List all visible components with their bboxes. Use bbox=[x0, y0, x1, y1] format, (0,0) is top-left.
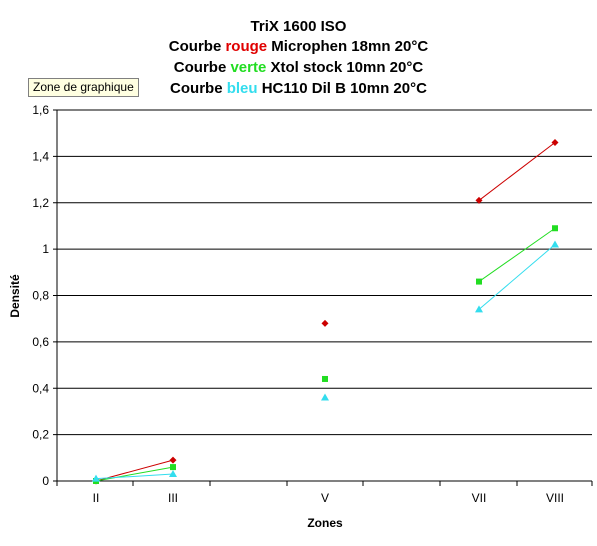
series-line bbox=[95, 466, 174, 482]
subtitle-blue: Courbe bleu HC110 Dil B 10mn 20°C bbox=[170, 80, 427, 97]
data-point-square[interactable] bbox=[322, 375, 328, 382]
chart-title: TriX 1600 ISO bbox=[250, 18, 347, 35]
series-line bbox=[478, 244, 556, 310]
data-point-triangle[interactable] bbox=[92, 474, 100, 482]
data-point-square[interactable] bbox=[476, 278, 482, 285]
data-point-square[interactable] bbox=[170, 464, 176, 471]
y-axis-label: Densité bbox=[8, 274, 22, 318]
series-2 bbox=[92, 240, 559, 482]
data-point-diamond[interactable] bbox=[321, 319, 329, 327]
series-1 bbox=[93, 225, 558, 484]
chart-area-tooltip: Zone de graphique bbox=[28, 78, 139, 97]
subtitle-green: Courbe verte Xtol stock 10mn 20°C bbox=[173, 59, 424, 76]
color-word-blue: bleu bbox=[226, 80, 258, 97]
data-point-triangle[interactable] bbox=[169, 470, 177, 478]
x-tick-label: VII bbox=[472, 491, 487, 505]
y-tick-label: 0,8 bbox=[32, 289, 49, 303]
series-line bbox=[478, 227, 556, 282]
series-0 bbox=[92, 138, 559, 485]
data-point-triangle[interactable] bbox=[321, 393, 329, 401]
x-tick-label: III bbox=[168, 491, 178, 505]
x-axis-label: Zones bbox=[307, 516, 343, 530]
color-word-green: verte bbox=[230, 59, 267, 76]
data-point-diamond[interactable] bbox=[475, 196, 483, 204]
data-point-square[interactable] bbox=[552, 225, 558, 232]
data-point-diamond[interactable] bbox=[551, 138, 559, 146]
x-tick-label: V bbox=[321, 491, 329, 505]
y-tick-label: 0,4 bbox=[32, 381, 49, 395]
y-tick-label: 1,2 bbox=[32, 196, 49, 210]
data-point-triangle[interactable] bbox=[475, 305, 483, 313]
y-tick-label: 1,4 bbox=[32, 149, 49, 163]
y-tick-label: 0,2 bbox=[32, 428, 49, 442]
y-tick-label: 0 bbox=[42, 474, 49, 488]
x-tick-label: VIII bbox=[546, 491, 564, 505]
subtitle-red: Courbe rouge Microphen 18mn 20°C bbox=[168, 38, 429, 55]
y-tick-label: 0,6 bbox=[32, 335, 49, 349]
y-tick-label: 1 bbox=[42, 242, 49, 256]
series-line bbox=[478, 142, 556, 201]
data-point-diamond[interactable] bbox=[169, 456, 177, 464]
series-line bbox=[95, 473, 174, 480]
x-tick-label: II bbox=[93, 491, 100, 505]
data-point-triangle[interactable] bbox=[551, 240, 559, 248]
color-word-red: rouge bbox=[225, 38, 268, 55]
y-tick-label: 1,6 bbox=[32, 103, 49, 117]
